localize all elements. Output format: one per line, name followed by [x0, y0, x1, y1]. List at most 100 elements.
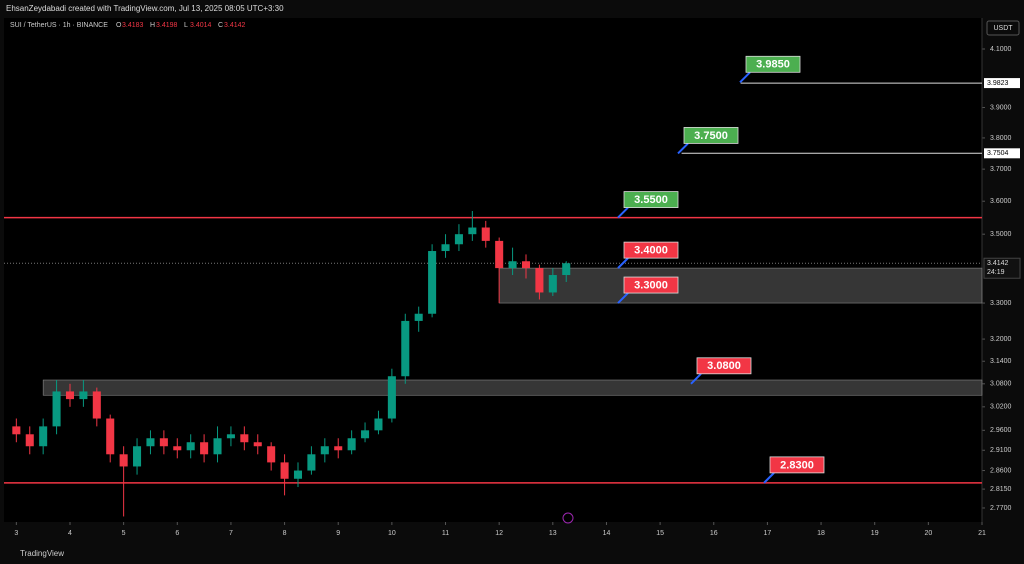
- level-label: 3.4000: [634, 245, 668, 257]
- last-price-tag: [983, 257, 1021, 279]
- x-tick-label: 13: [549, 530, 557, 537]
- header: EhsanZeydabadi created with TradingView.…: [6, 4, 284, 13]
- level-pointer: [690, 373, 702, 385]
- brand: TradingView: [20, 549, 64, 558]
- ohlc-value: 3.4198: [156, 22, 178, 29]
- x-tick-label: 14: [603, 530, 611, 537]
- level-pointer: [763, 472, 775, 484]
- currency-box[interactable]: [986, 20, 1020, 36]
- candle-body: [548, 275, 557, 293]
- event-icon[interactable]: [562, 512, 574, 524]
- candle-body: [495, 240, 504, 269]
- candle-body: [133, 446, 142, 467]
- y-tick-label: 3.1400: [990, 358, 1012, 365]
- level-label: 3.7500: [694, 130, 728, 142]
- countdown: 24:19: [987, 269, 1005, 276]
- y-tick-label: 2.8150: [990, 486, 1012, 493]
- x-tick-label: 6: [175, 530, 179, 537]
- ohlc-key: L: [184, 22, 188, 29]
- zone: [498, 267, 983, 304]
- y-tick-label: 3.8000: [990, 135, 1012, 142]
- candle-body: [401, 320, 410, 377]
- candle-body: [92, 391, 101, 419]
- candle-body: [65, 391, 75, 400]
- candle-body: [226, 434, 235, 439]
- level-pointer: [617, 206, 629, 219]
- candle-body: [106, 418, 115, 455]
- candle-body: [521, 261, 531, 269]
- candle-body: [334, 446, 343, 451]
- y-tick-label: 3.2000: [990, 336, 1012, 343]
- candle-body: [173, 446, 182, 451]
- ray-label: 3.9823: [987, 80, 1009, 87]
- y-tick-label: 3.9000: [990, 104, 1012, 111]
- candle-body: [39, 426, 48, 447]
- x-tick-label: 20: [924, 530, 932, 537]
- y-tick-label: 3.0800: [990, 381, 1012, 388]
- y-tick-label: 4.1000: [990, 46, 1012, 53]
- x-tick-label: 18: [817, 530, 825, 537]
- level-label: 2.8300: [780, 459, 814, 471]
- y-tick-label: 3.7000: [990, 166, 1012, 173]
- x-tick-label: 8: [283, 530, 287, 537]
- level-label: 3.3000: [634, 279, 668, 291]
- ohlc-key: H: [150, 22, 155, 29]
- candle-body: [562, 263, 571, 276]
- currency[interactable]: USDT: [993, 25, 1013, 32]
- candle-body: [52, 391, 61, 427]
- plot-area: [4, 18, 982, 522]
- last-price-label: 3.4142: [987, 260, 1009, 267]
- x-tick-label: 9: [336, 530, 340, 537]
- level-box: [745, 55, 801, 73]
- candle-body: [535, 268, 544, 293]
- candle-body: [387, 376, 396, 419]
- x-tick-label: 16: [710, 530, 718, 537]
- x-tick-label: 5: [122, 530, 126, 537]
- y-tick-label: 2.9600: [990, 427, 1012, 434]
- candle-body: [307, 454, 316, 471]
- candle-body: [119, 454, 128, 467]
- y-tick-label: 3.3000: [990, 300, 1012, 307]
- ohlc-value: 3.4142: [224, 22, 246, 29]
- level-box: [623, 241, 679, 259]
- candle-body: [213, 438, 222, 455]
- candle-body: [293, 470, 303, 479]
- ohlc-key: O: [116, 22, 122, 29]
- level-pointer: [677, 142, 689, 155]
- candle-body: [441, 244, 450, 252]
- candle-body: [468, 227, 477, 235]
- candle-body: [414, 313, 423, 321]
- level-box: [696, 357, 752, 375]
- ray-tag: [984, 148, 1020, 159]
- ohlc-value: 3.4014: [190, 22, 212, 29]
- candle-body: [374, 418, 383, 431]
- ohlc-value: 3.4183: [122, 22, 144, 29]
- candle-body: [267, 446, 276, 463]
- level-box: [769, 456, 825, 474]
- level-box: [623, 191, 679, 208]
- level-pointer: [617, 257, 629, 269]
- y-tick-label: 3.0200: [990, 404, 1012, 411]
- ray-tag: [984, 78, 1020, 89]
- x-tick-label: 15: [656, 530, 664, 537]
- x-tick-label: 17: [764, 530, 772, 537]
- x-tick-label: 11: [442, 530, 449, 537]
- y-tick-label: 2.8600: [990, 467, 1012, 474]
- candle-body: [347, 438, 356, 451]
- candle-body: [428, 251, 437, 314]
- y-tick-label: 2.9100: [990, 447, 1012, 454]
- x-tick-label: 10: [388, 530, 396, 537]
- candle-body: [253, 442, 262, 447]
- zone: [42, 379, 983, 396]
- candle-body: [186, 442, 195, 451]
- level-box: [623, 276, 679, 294]
- candle-body: [200, 442, 209, 455]
- ray-label: 3.7504: [987, 150, 1009, 157]
- candle-body: [159, 438, 168, 447]
- x-tick-label: 21: [978, 530, 986, 537]
- x-tick-label: 12: [495, 530, 503, 537]
- level-label: 3.0800: [707, 360, 741, 372]
- y-tick-label: 3.5000: [990, 231, 1012, 238]
